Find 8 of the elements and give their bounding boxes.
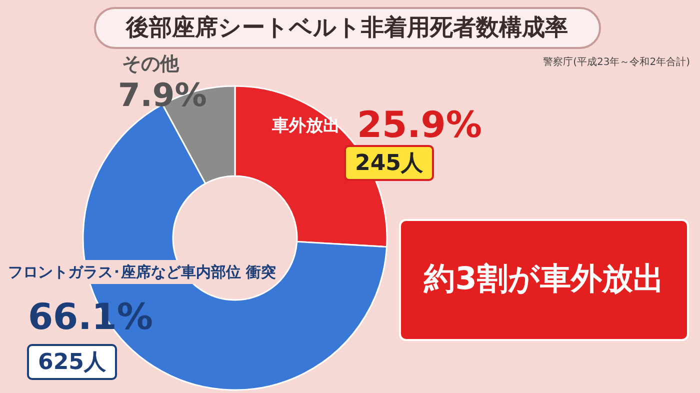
text: 警察庁(平成23年～令和2年合計) bbox=[543, 56, 690, 68]
chart-title: 後部座席シートベルト非着用死者数構成率 bbox=[125, 14, 568, 41]
slice-label: フロントガラス･座席など車内部位 衝突 bbox=[8, 263, 276, 281]
slice-label: その他 bbox=[122, 53, 180, 75]
text: 625人 bbox=[38, 350, 107, 375]
text: 245人 bbox=[355, 151, 424, 176]
text: 約3割が車外放出 bbox=[423, 261, 664, 297]
data-label: 25.9% bbox=[357, 105, 482, 146]
